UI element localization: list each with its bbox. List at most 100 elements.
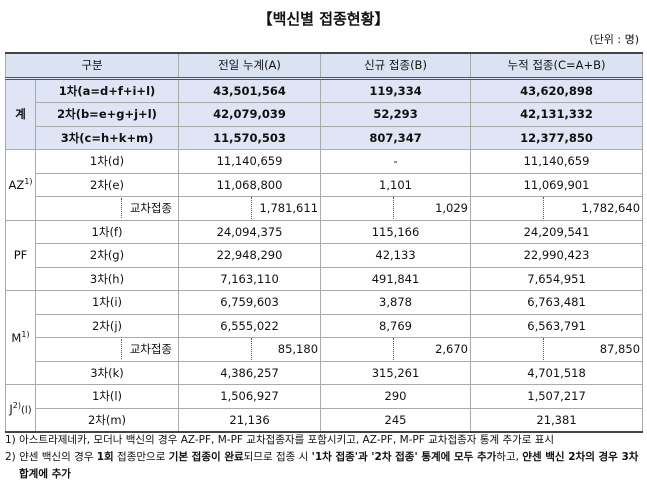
footnotes: 1) 아스트라제네카, 모더나 백신의 경우 AZ-PF, M-PF 교차접종자… [5, 432, 642, 483]
value: 24,209,541 [523, 224, 590, 239]
value-cell: 3,878 [320, 290, 472, 315]
title: 【백신별 접종현황】 [257, 10, 390, 28]
value-cell: 6,763,481 [470, 290, 644, 315]
row-label-cell: 3차(k) [34, 360, 180, 385]
table-row: 2차(g) 22,948,290 42,133 22,990,423 [6, 243, 644, 268]
footnote-text: 얀센 백신 2차의 경우 3차 합계에 추가 [19, 451, 639, 480]
row-label-cell: 교차접종 [34, 337, 180, 362]
row-label: 2차(m) [87, 412, 127, 427]
footnote: 1) 아스트라제네카, 모더나 백신의 경우 AZ-PF, M-PF 교차접종자… [5, 432, 642, 449]
header-cell: 누적 접종(C=A+B) [470, 52, 644, 80]
row-label: 3차(k) [90, 365, 124, 380]
value: 807,347 [369, 130, 422, 145]
value-cell: 1,029 [320, 196, 472, 221]
value: 21,381 [536, 412, 577, 427]
value: 22,990,423 [523, 248, 590, 263]
footnote-text: 1) 아스트라제네카, 모더나 백신의 경우 AZ-PF, M-PF 교차접종자… [5, 434, 555, 446]
row-label-cell: 1차(f) [34, 219, 180, 244]
table-row: 3차(k) 4,386,257 315,261 4,701,518 [6, 360, 644, 385]
value-cell: 24,094,375 [178, 219, 322, 244]
value-cell: 1,507,217 [470, 384, 644, 409]
footnote-text: 기본 접종이 완료 [168, 451, 244, 463]
row-label: 1차(a=d+f+i+l) [58, 83, 156, 98]
value: 1,781,611 [251, 197, 320, 220]
value-cell: 24,209,541 [470, 219, 644, 244]
value: 8,769 [379, 318, 412, 333]
row-label: 1차(d) [89, 154, 125, 169]
value-cell: 87,850 [470, 337, 644, 362]
value: 42,133 [375, 248, 416, 263]
value-cell: 42,131,332 [470, 102, 644, 127]
value: 245 [384, 412, 407, 427]
table-row: 2차(j) 6,555,022 8,769 6,563,791 [6, 313, 644, 338]
value: 1,101 [379, 177, 412, 192]
value: 12,377,850 [520, 130, 593, 145]
value-cell: 42,079,039 [178, 102, 322, 127]
value: 2,670 [393, 338, 470, 361]
value-cell: 8,769 [320, 313, 472, 338]
row-label-cell: 1차(i) [34, 290, 180, 315]
value-cell: 11,570,503 [178, 125, 322, 150]
value-cell: 4,701,518 [470, 360, 644, 385]
header-cell: 구분 [4, 52, 180, 80]
group-label: M [11, 330, 22, 345]
unit: (단위 : 명) [589, 33, 639, 46]
value: 42,131,332 [520, 107, 593, 122]
row-label: 2차(j) [91, 318, 123, 333]
value: 11,069,901 [523, 177, 590, 192]
row-label-cell: 2차(e) [34, 172, 180, 197]
table-row: 3차(c=h+k+m) 11,570,503 807,347 12,377,850 [6, 125, 644, 150]
row-label: 교차접종 [120, 198, 172, 219]
group-cell: PF [5, 219, 36, 291]
value: 1,506,927 [220, 389, 279, 404]
row-label-cell: 교차접종 [34, 196, 180, 221]
group-cell: AZ1) [5, 149, 36, 221]
value: 6,563,791 [527, 318, 586, 333]
row-label: 1차(l) [91, 389, 123, 404]
value-cell: 6,563,791 [470, 313, 644, 338]
table-body: 계 1차(a=d+f+i+l) 43,501,564 119,334 43,620,89… [5, 77, 644, 433]
row-label-cell: 2차(g) [34, 243, 180, 268]
value: 315,261 [371, 365, 420, 380]
table-row: 2차(b=e+g+j+l) 42,079,039 52,293 42,131,332 [6, 102, 644, 127]
value: 42,079,039 [213, 107, 286, 122]
value-cell: 1,781,611 [178, 196, 322, 221]
table-row: 3차(h) 7,163,110 491,841 7,654,951 [6, 266, 644, 291]
value: - [393, 154, 398, 169]
table-row: 교차접종 85,180 2,670 87,850 [6, 337, 644, 362]
value-cell: 11,140,659 [178, 149, 322, 174]
value-cell: 1,782,640 [470, 196, 644, 221]
value-cell: 119,334 [320, 77, 472, 103]
value-cell: 290 [320, 384, 472, 409]
value: 22,948,290 [216, 248, 283, 263]
row-label-cell: 2차(m) [34, 407, 180, 433]
value-cell: 7,654,951 [470, 266, 644, 291]
value: 43,501,564 [213, 83, 286, 98]
vaccine-table: 구분 전일 누계(A) 신규 접종(B) 누적 접종(C=A+B) 계 1차(a=d+f… [4, 52, 644, 433]
value: 6,555,022 [220, 318, 279, 333]
value-cell: 43,620,898 [470, 77, 644, 103]
table-row: 2차(e) 11,068,800 1,101 11,069,901 [6, 172, 644, 197]
row-label: 3차(h) [89, 271, 125, 286]
table-row: M1) 1차(i) 6,759,603 3,878 6,763,481 [5, 290, 644, 385]
header-row: 구분 전일 누계(A) 신규 접종(B) 누적 접종(C=A+B) [4, 52, 644, 80]
value-cell: - [320, 149, 472, 174]
value-cell: 11,069,901 [470, 172, 644, 197]
value-cell: 85,180 [178, 337, 322, 362]
value: 52,293 [373, 107, 418, 122]
value-cell: 22,948,290 [178, 243, 322, 268]
value-cell: 315,261 [320, 360, 472, 385]
value-cell: 4,386,257 [178, 360, 322, 385]
value: 119,334 [369, 83, 422, 98]
footnote-text: 접종만으로 [113, 451, 169, 463]
value: 11,570,503 [213, 130, 286, 145]
value-cell: 6,759,603 [178, 290, 322, 315]
table-row: PF 1차(f) 24,094,375 115,166 24,209,541 [5, 219, 644, 291]
group-label: AZ [8, 178, 25, 193]
row-label-cell: 1차(l) [34, 384, 180, 409]
value-cell: 11,068,800 [178, 172, 322, 197]
value-cell: 12,377,850 [470, 125, 644, 150]
value: 1,782,640 [543, 197, 642, 220]
row-label-cell: 1차(d) [34, 149, 180, 174]
